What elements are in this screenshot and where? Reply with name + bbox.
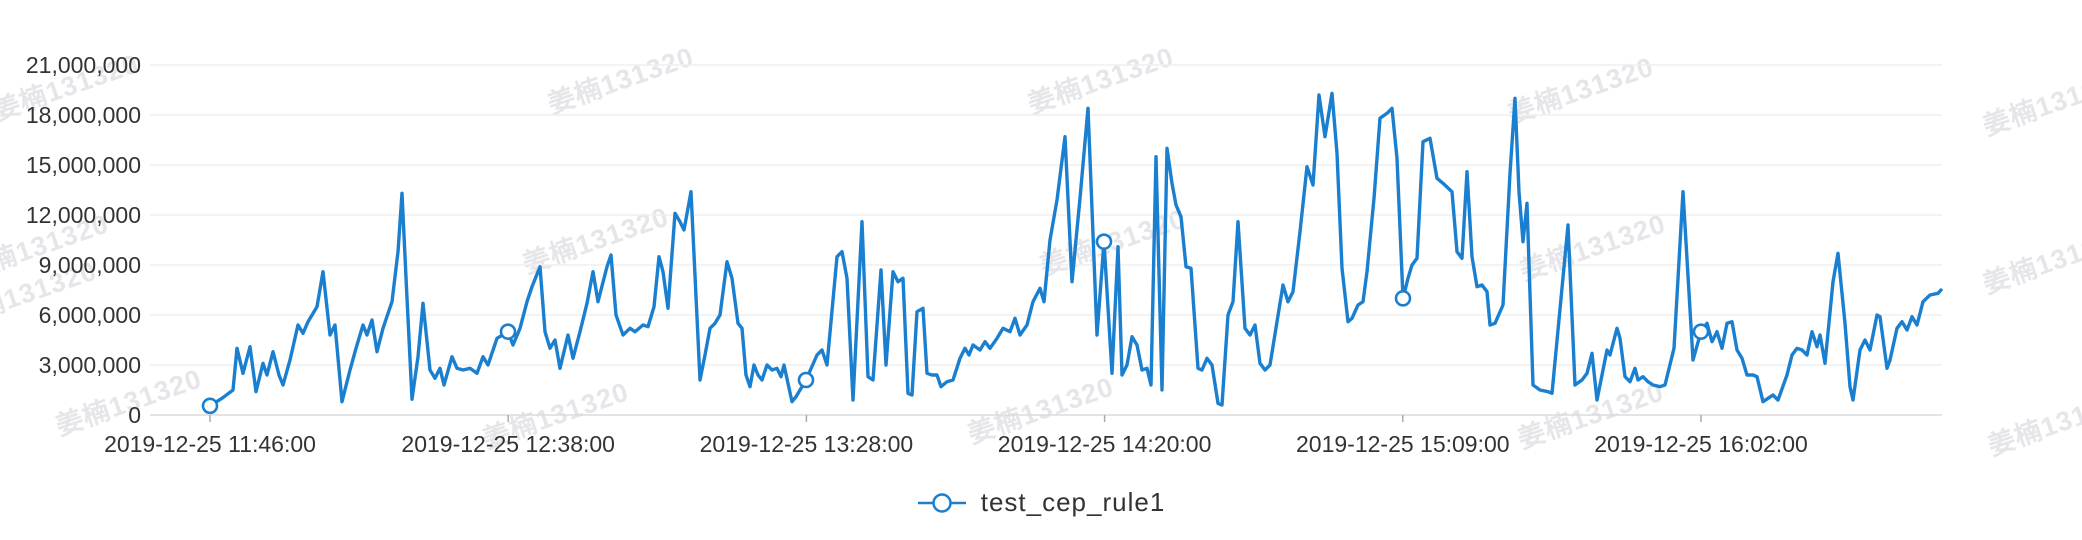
y-axis-label: 12,000,000	[26, 202, 141, 228]
y-axis-label: 0	[128, 402, 141, 428]
x-axis-label: 2019-12-25 11:46:00	[104, 431, 316, 457]
x-axis-label: 2019-12-25 13:28:00	[700, 431, 914, 457]
data-point-marker[interactable]	[499, 323, 517, 340]
legend[interactable]: test_cep_rule1	[0, 487, 2082, 518]
y-axis-label: 18,000,000	[26, 102, 141, 128]
legend-label: test_cep_rule1	[980, 487, 1166, 517]
data-point-marker[interactable]	[1692, 323, 1710, 340]
y-axis-label: 3,000,000	[39, 352, 141, 378]
x-axis-label: 2019-12-25 15:09:00	[1296, 431, 1510, 457]
series-line	[208, 91, 1943, 408]
legend-line-marker-icon	[917, 492, 966, 513]
x-axis-label: 2019-12-25 14:20:00	[998, 431, 1212, 457]
data-point-marker[interactable]	[201, 397, 219, 415]
y-axis-label: 21,000,000	[26, 52, 141, 78]
y-axis-label: 6,000,000	[39, 302, 141, 328]
y-axis-label: 15,000,000	[26, 152, 141, 178]
data-point-marker[interactable]	[1394, 290, 1412, 307]
x-axis-label: 2019-12-25 16:02:00	[1594, 431, 1808, 457]
y-axis-label: 9,000,000	[39, 252, 141, 278]
data-point-marker[interactable]	[797, 371, 815, 389]
data-point-marker[interactable]	[1095, 233, 1113, 250]
x-axis-label: 2019-12-25 12:38:00	[401, 431, 615, 457]
